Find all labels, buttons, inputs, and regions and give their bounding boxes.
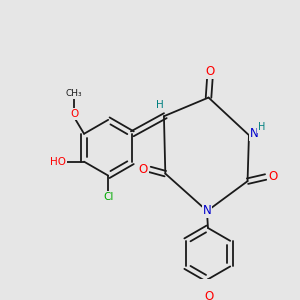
Text: CH₃: CH₃ — [66, 89, 82, 98]
Text: H: H — [258, 122, 265, 132]
Text: H: H — [156, 100, 164, 110]
Text: N: N — [203, 205, 212, 218]
Text: O: O — [268, 170, 277, 184]
Text: N: N — [250, 127, 258, 140]
Text: HO: HO — [50, 157, 66, 167]
Text: O: O — [204, 290, 213, 300]
Text: O: O — [70, 109, 78, 119]
Text: O: O — [205, 65, 214, 78]
Text: O: O — [138, 163, 148, 176]
Text: Cl: Cl — [103, 192, 114, 202]
